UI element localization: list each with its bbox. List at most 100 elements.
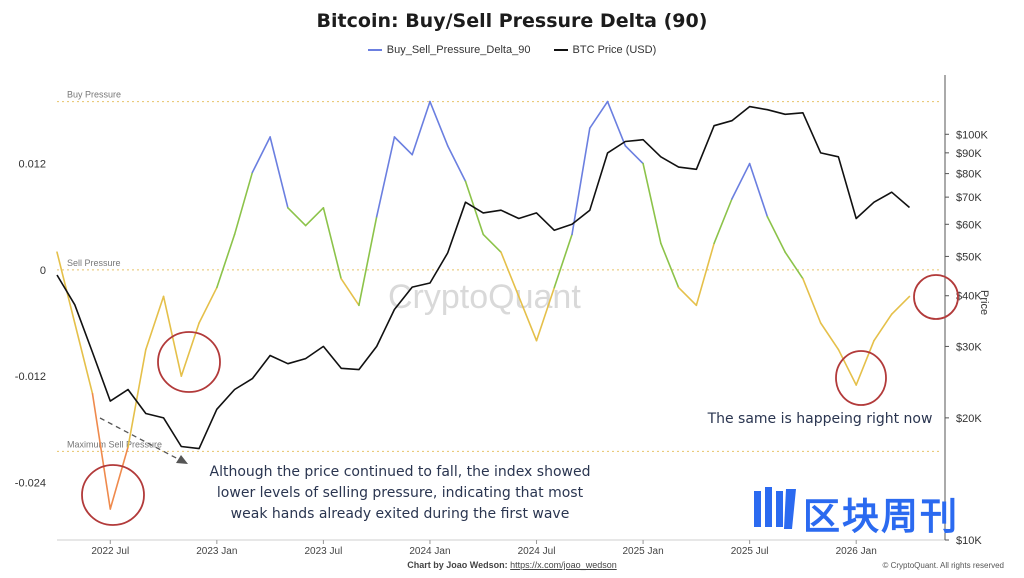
legend-label-delta: Buy_Sell_Pressure_Delta_90 [386, 44, 531, 56]
delta-line-segment [145, 295, 165, 351]
footer-rights: © CryptoQuant. All rights reserved [882, 561, 1005, 570]
delta-line-segment [677, 286, 698, 307]
delta-line-segment [802, 277, 822, 324]
delta-line-segment [216, 233, 236, 289]
delta-line-segment [571, 127, 591, 236]
legend-swatch-price [553, 49, 568, 52]
chart-title: Bitcoin: Buy/Sell Pressure Delta (90) [316, 10, 708, 32]
watermark: CryptoQuant [388, 278, 581, 316]
reference-line-label: Maximum Sell Pressure [67, 439, 162, 449]
delta-line-segment [855, 339, 875, 386]
x-tick-label: 2025 Jan [623, 546, 664, 557]
annotation-arrow-head [176, 455, 188, 464]
right-tick-label: $100K [956, 129, 988, 141]
delta-line-segment [624, 145, 644, 165]
delta-line-segment [784, 251, 804, 280]
price-line [56, 105, 911, 450]
annotation-main-line-1: Although the price continued to fall, th… [209, 464, 591, 480]
delta-line-segment [695, 242, 715, 307]
footer-credit: Chart by Joao Wedson: https://x.com/joao… [0, 560, 1024, 570]
right-tick-label: $80K [956, 169, 982, 181]
delta-line-segment [109, 446, 129, 510]
legend-item-price[interactable]: BTC Price (USD) [553, 44, 657, 56]
annotation-main-line-2: lower levels of selling pressure, indica… [216, 485, 584, 501]
right-tick-label: $60K [956, 219, 982, 231]
delta-line-segment [358, 215, 378, 307]
circle-second-wave-low [157, 331, 221, 393]
delta-line-segment [588, 100, 609, 129]
legend-item-delta[interactable]: Buy_Sell_Pressure_Delta_90 [367, 44, 531, 56]
price-series-layer [56, 105, 911, 450]
delta-line-segment [233, 171, 254, 236]
right-tick-label: $10K [956, 535, 982, 547]
brand-logo-icon [754, 487, 796, 529]
x-tick-label: 2024 Jan [409, 546, 450, 557]
annotation-main-line-3: weak hands already exited during the fir… [230, 506, 570, 522]
footer-credit-link[interactable]: https://x.com/joao_wedson [510, 560, 617, 570]
legend-label-price: BTC Price (USD) [572, 44, 657, 56]
left-tick-label: -0.012 [15, 371, 46, 383]
delta-line-segment [642, 162, 662, 245]
right-tick-label: $70K [956, 192, 982, 204]
delta-line-segment [535, 286, 556, 342]
delta-line-segment [890, 295, 911, 315]
circle-first-wave-low [81, 464, 145, 526]
right-tick-label: $50K [956, 251, 982, 263]
delta-line-segment [819, 322, 840, 351]
x-tick-label: 2026 Jan [836, 546, 877, 557]
delta-line-segment [500, 251, 520, 298]
delta-line-segment [766, 215, 786, 253]
right-tick-label: $30K [956, 341, 982, 353]
delta-line-segment [304, 207, 325, 227]
x-tick-label: 2025 Jul [731, 546, 769, 557]
delta-line-segment [446, 145, 467, 183]
delta-line-segment [56, 251, 76, 324]
delta-line-segment [73, 322, 94, 395]
delta-line-segment [713, 198, 733, 245]
right-tick-label: $40K [956, 291, 982, 303]
reference-line-label: Sell Pressure [67, 258, 121, 268]
circle-current-reading [913, 274, 959, 320]
footer-credit-text: Chart by Joao Wedson: [407, 560, 508, 570]
delta-line-segment [340, 277, 360, 307]
delta-line-segment [873, 313, 893, 342]
legend-swatch-delta [367, 49, 382, 52]
price-axis-title: Price [978, 290, 990, 316]
annotation-marks-layer [81, 274, 959, 526]
x-tick-label: 2023 Jan [196, 546, 237, 557]
delta-line-segment [517, 295, 538, 342]
delta-line-segment [91, 393, 112, 510]
delta-line-segment [269, 136, 289, 209]
delta-line-segment [127, 348, 147, 448]
annotation-arrow-line [99, 417, 181, 461]
delta-series-layer [56, 100, 911, 510]
brand-name: 区块周刊 [803, 495, 959, 538]
delta-line-segment [393, 136, 414, 156]
x-tick-label: 2023 Jul [304, 546, 342, 557]
delta-line-segment [198, 286, 218, 324]
right-tick-label: $20K [956, 413, 982, 425]
annotation-main: Although the price continued to fall, th… [178, 462, 622, 525]
delta-line-segment [411, 100, 431, 156]
delta-line-segment [731, 162, 751, 200]
delta-line-segment [180, 322, 200, 377]
right-tick-label: $90K [956, 148, 982, 160]
annotation-now: The same is happeing right now [707, 411, 933, 427]
legend: Buy_Sell_Pressure_Delta_90 BTC Price (US… [0, 44, 1024, 56]
reference-lines-layer: Buy Pressure Sell Pressure Maximum Sell Pr… [57, 90, 941, 452]
x-tick-label: 2022 Jul [91, 546, 129, 557]
delta-line-segment [553, 233, 573, 289]
delta-line-segment [482, 233, 502, 253]
delta-line-segment [748, 162, 769, 218]
delta-line-segment [251, 136, 271, 174]
delta-line-segment [375, 136, 396, 218]
circle-2026-low [835, 350, 887, 406]
x-tick-label: 2024 Jul [518, 546, 556, 557]
axes-layer: 2022 Jul 2023 Jan 2023 Jul 2024 Jan 2024 Jul… [15, 75, 988, 557]
delta-line-segment [837, 348, 858, 386]
delta-line-segment [429, 100, 449, 147]
delta-line-segment [660, 242, 680, 289]
left-tick-label: 0.012 [18, 159, 46, 171]
delta-line-segment [322, 207, 342, 280]
